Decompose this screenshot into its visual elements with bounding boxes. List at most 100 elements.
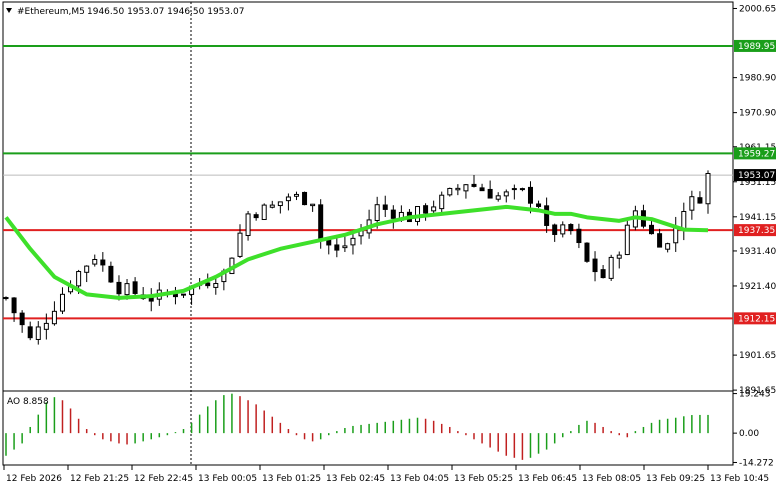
level-tag-label: 1912.15 [738, 314, 775, 324]
dropdown-triangle-icon[interactable] [6, 8, 12, 13]
candle [705, 170, 711, 214]
candle [237, 224, 243, 258]
candle [11, 297, 17, 322]
candle [657, 228, 663, 248]
ao-label: AO 8.858 [7, 397, 49, 407]
candle [560, 221, 566, 238]
candle [253, 212, 259, 221]
candle [84, 265, 90, 283]
candle [27, 321, 33, 341]
candle [447, 187, 453, 197]
candle [616, 251, 622, 269]
candle [431, 200, 437, 216]
ao-axis: 19.243 0.00 -14.272 [733, 390, 774, 468]
chart-header: #Ethereum,M5 1946.50 1953.07 1946.50 195… [6, 7, 244, 17]
price-tick-label: 1980.90 [739, 74, 776, 84]
candle [487, 180, 493, 199]
candle [43, 313, 49, 340]
candle [439, 191, 445, 213]
candle [302, 191, 308, 206]
candle [665, 242, 671, 253]
ao-tick-label: -14.272 [739, 458, 774, 468]
candle [51, 301, 57, 326]
candle [455, 184, 461, 196]
candle [511, 184, 517, 200]
current-price-tag [734, 169, 776, 182]
ao-tick-label: 0.00 [739, 429, 759, 439]
candle [495, 192, 501, 202]
candle [552, 223, 558, 242]
ao-tick-label: 19.243 [739, 390, 771, 400]
candle [624, 219, 630, 256]
candle [213, 276, 219, 295]
candle [382, 195, 388, 218]
main-chart-frame [2, 1, 734, 392]
current-price-label: 1953.07 [738, 171, 775, 181]
time-tick-label: 12 Feb 21:25 [70, 474, 129, 484]
level-tag-label: 1937.35 [738, 226, 775, 236]
candle [132, 277, 138, 299]
candle [471, 174, 477, 188]
price-tick-label: 1941.15 [739, 213, 776, 223]
candle [92, 254, 98, 267]
candle [19, 310, 25, 333]
time-axis: 12 Feb 2026 12 Feb 21:25 12 Feb 22:45 13 Fe… [3, 465, 769, 484]
price-tick-label: 1921.40 [739, 282, 776, 292]
candle [3, 296, 9, 301]
time-tick-label: 12 Feb 2026 [6, 474, 62, 484]
ohlc-values: 1946.50 1953.07 1946.50 1953.07 [87, 7, 244, 17]
candle [568, 223, 574, 235]
time-tick-label: 13 Feb 06:45 [518, 474, 577, 484]
time-tick-label: 13 Feb 04:05 [390, 474, 449, 484]
candle [269, 200, 275, 209]
level-tag-label: 1989.95 [738, 42, 775, 52]
candle [181, 293, 187, 298]
level-tag-0 [734, 39, 776, 52]
candle [519, 187, 525, 192]
price-tick-label: 1891.65 [739, 386, 776, 396]
candle [108, 261, 114, 283]
moving-average-line [4, 204, 709, 300]
candle [100, 252, 106, 272]
level-tag-3 [734, 312, 776, 325]
price-tick-label: 2000.65 [739, 4, 776, 14]
price-tick-label: 1901.65 [739, 351, 776, 361]
candle [576, 223, 582, 249]
time-tick-label: 13 Feb 00:05 [198, 474, 257, 484]
candle [342, 236, 348, 252]
ao-histogram [5, 393, 709, 460]
candle [544, 197, 550, 233]
candle [310, 203, 316, 212]
time-tick-label: 12 Feb 22:45 [134, 474, 193, 484]
level-tag-label: 1959.27 [738, 149, 775, 159]
candle [293, 191, 299, 201]
candle [245, 210, 251, 241]
time-tick-label: 13 Feb 05:25 [454, 474, 513, 484]
candle [503, 189, 509, 203]
level-tag-1 [734, 147, 776, 160]
level-tags: 1989.95 1959.27 1937.35 1912.15 1953.07 [734, 39, 776, 325]
ao-indicator-frame [2, 390, 734, 466]
candle [608, 254, 614, 281]
candle [285, 193, 291, 211]
level-tag-2 [734, 224, 776, 237]
time-tick-label: 13 Feb 08:05 [582, 474, 641, 484]
time-tick-label: 13 Feb 02:45 [326, 474, 385, 484]
price-axis: 2000.651980.901970.901961.151951.151941.… [733, 4, 776, 396]
candle [423, 203, 429, 221]
candle [479, 183, 485, 192]
symbol-label: #Ethereum,M5 [17, 7, 85, 17]
price-tick-label: 1970.90 [739, 109, 776, 119]
candle [334, 235, 340, 258]
candle [536, 200, 542, 209]
candle [59, 287, 65, 315]
candle [600, 265, 606, 279]
candle [277, 201, 283, 214]
candle [261, 203, 267, 221]
candle [697, 191, 703, 204]
candle [689, 190, 695, 220]
time-tick-label: 13 Feb 10:45 [710, 474, 769, 484]
price-tick-label: 1951.15 [739, 178, 776, 188]
candle [649, 220, 655, 235]
